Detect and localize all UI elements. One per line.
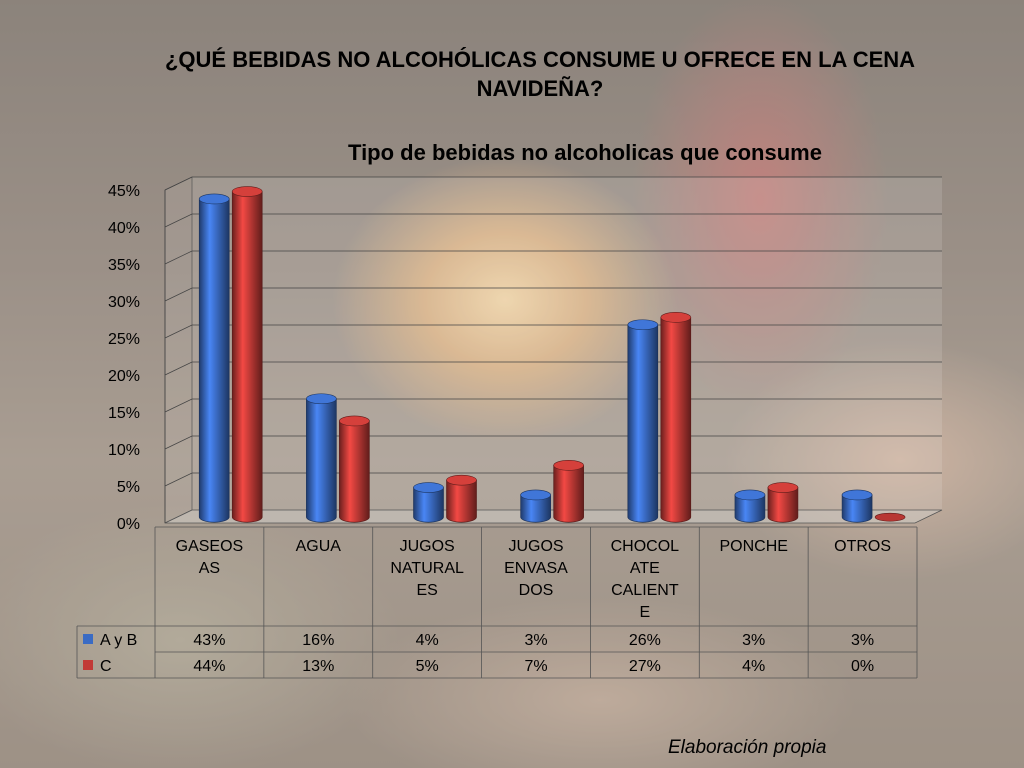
x-category-label: NATURAL [390, 560, 464, 577]
y-tick-label: 20% [108, 368, 140, 385]
data-label: 43% [193, 632, 225, 649]
slide-title: ¿QUÉ BEBIDAS NO ALCOHÓLICAS CONSUME U OF… [80, 45, 1000, 103]
data-label: 16% [302, 632, 334, 649]
bar-top [339, 415, 370, 427]
x-category-label: JUGOS [508, 538, 563, 555]
y-tick-label: 10% [108, 442, 140, 459]
chart-back-wall [192, 177, 942, 510]
legend-entry: A y B [100, 632, 137, 649]
data-label: 4% [742, 658, 765, 675]
bar-top [520, 489, 551, 501]
gridline [164, 176, 942, 191]
bar-top [306, 393, 337, 405]
y-tick-label: 25% [108, 331, 140, 348]
x-category-label: PONCHE [719, 538, 787, 555]
y-tick-label: 30% [108, 294, 140, 311]
gridline [164, 435, 942, 450]
bar [734, 494, 766, 523]
bar-top [734, 489, 766, 501]
bar [627, 324, 659, 523]
gridline [164, 398, 942, 413]
slide-title-line1: ¿QUÉ BEBIDAS NO ALCOHÓLICAS CONSUME U OF… [164, 47, 916, 72]
x-category-label: CHOCOL [611, 538, 680, 555]
bar [874, 512, 906, 522]
x-category-label: GASEOS [176, 538, 244, 555]
y-tick-label: 45% [108, 183, 140, 200]
legend-swatch [83, 660, 93, 670]
data-label: 26% [629, 632, 661, 649]
data-label: 3% [851, 632, 874, 649]
chart-title: Tipo de bebidas no alcoholicas que consu… [348, 140, 822, 165]
y-tick-label: 35% [108, 257, 140, 274]
bar [446, 479, 477, 523]
data-label: 0% [851, 658, 874, 675]
y-tick-label: 5% [117, 479, 140, 496]
bar-top [627, 319, 659, 331]
bar [306, 398, 337, 523]
x-category-label: OTROS [834, 538, 891, 555]
bar [660, 317, 692, 523]
data-label: 3% [742, 632, 765, 649]
bar [767, 487, 799, 523]
x-category-label: JUGOS [400, 538, 455, 555]
x-category-label: DOS [519, 582, 554, 599]
y-tick-label: 40% [108, 220, 140, 237]
data-label: 3% [524, 632, 547, 649]
bar [520, 494, 551, 523]
x-category-label: ES [416, 582, 437, 599]
bar [231, 191, 263, 523]
x-category-label: E [640, 604, 651, 621]
data-label: 44% [193, 658, 225, 675]
bar [553, 465, 584, 523]
gridline [164, 287, 942, 302]
legend-entry: C [100, 658, 112, 675]
gridline [164, 250, 942, 265]
gridline [164, 361, 942, 376]
y-tick-label: 0% [117, 516, 140, 533]
data-label: 4% [416, 632, 439, 649]
x-category-label: ATE [630, 560, 660, 577]
x-category-label: AS [199, 560, 220, 577]
data-label: 27% [629, 658, 661, 675]
source-note: Elaboración propia [668, 737, 827, 758]
bar [413, 487, 444, 523]
bar [841, 494, 873, 523]
slide-title-line2: NAVIDEÑA? [476, 76, 604, 101]
legend-swatch [83, 634, 93, 644]
bar-top [553, 460, 584, 471]
bar-top [198, 193, 230, 205]
data-label: 13% [302, 658, 334, 675]
bar-top [413, 482, 444, 493]
x-category-label: AGUA [296, 538, 342, 555]
gridline [164, 213, 942, 228]
bar-top [231, 186, 263, 197]
bar [339, 420, 370, 523]
x-category-label: CALIENT [611, 582, 679, 599]
bar-top [841, 489, 873, 501]
bar-top [660, 312, 692, 323]
x-category-label: ENVASA [504, 560, 568, 577]
data-label: 7% [524, 658, 547, 675]
gridline [164, 324, 942, 339]
bar [198, 198, 230, 523]
data-label: 5% [416, 658, 439, 675]
bar-top [767, 482, 799, 493]
y-tick-label: 15% [108, 405, 140, 422]
gridline [164, 472, 942, 487]
chart-side-wall [164, 176, 193, 524]
bar-top [446, 474, 477, 486]
